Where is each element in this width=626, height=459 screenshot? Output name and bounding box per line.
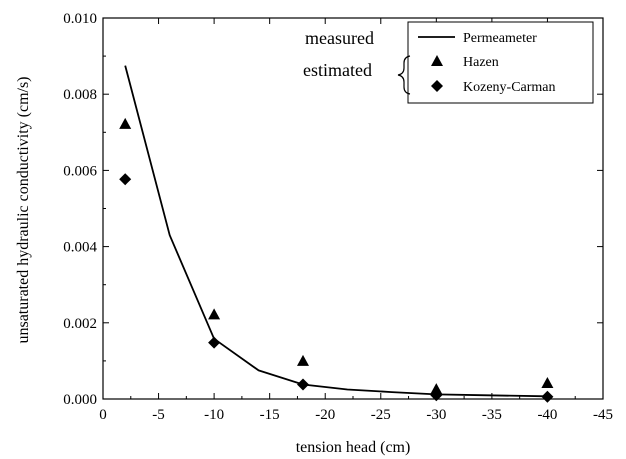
x-tick-label: -10 (204, 407, 224, 423)
marker-hazen (541, 377, 554, 388)
legend-label-permeameter: Permeameter (463, 31, 537, 46)
annotation-brace (397, 55, 411, 95)
marker-hazen (297, 354, 309, 366)
annotation-estimated: estimated (303, 60, 372, 80)
legend-label-hazen: Hazen (463, 55, 499, 70)
x-tick-label: -5 (152, 407, 165, 423)
x-tick-label: -20 (315, 407, 335, 423)
x-tick-label: -30 (426, 407, 446, 423)
x-tick-label: 0 (99, 407, 107, 423)
x-tick-label: -35 (482, 407, 502, 423)
marker-hazen (208, 308, 221, 320)
marker-kozeny-carman (430, 389, 443, 402)
y-axis-title: unsaturated hydraulic conductivity (cm/s… (15, 76, 32, 343)
y-tick-label: 0.004 (63, 240, 97, 256)
y-tick-label: 0.000 (63, 392, 97, 408)
marker-kozeny-carman (119, 173, 132, 186)
marker-kozeny-carman (208, 336, 221, 349)
legend-label-kozeny-carman: Kozeny-Carman (463, 80, 556, 95)
y-tick-label: 0.010 (63, 11, 97, 27)
marker-hazen (119, 117, 132, 129)
legend: Permeameter Hazen Kozeny-Carman (407, 21, 594, 104)
annotation-measured: measured (305, 28, 374, 48)
series-layer (119, 65, 554, 403)
x-tick-label: -45 (593, 407, 613, 423)
x-tick-label: -15 (260, 407, 280, 423)
y-tick-label: 0.006 (63, 163, 97, 179)
marker-hazen (430, 383, 443, 395)
legend-marker-kozeny-carman (431, 80, 443, 92)
marker-kozeny-carman (297, 378, 309, 391)
x-tick-label: -25 (371, 407, 391, 423)
y-tick-label: 0.008 (63, 87, 97, 103)
legend-marker-hazen (431, 55, 443, 66)
series-line-permeameter (124, 65, 548, 398)
x-tick-label: -40 (537, 407, 557, 423)
y-tick-label: 0.002 (63, 316, 97, 332)
marker-kozeny-carman (541, 390, 554, 403)
x-axis-title: tension head (cm) (296, 439, 411, 456)
axes: 0 -5 -10 -15 -20 -25 -30 -35 -40 -45 0.000 0.002 0.0… (63, 11, 613, 423)
